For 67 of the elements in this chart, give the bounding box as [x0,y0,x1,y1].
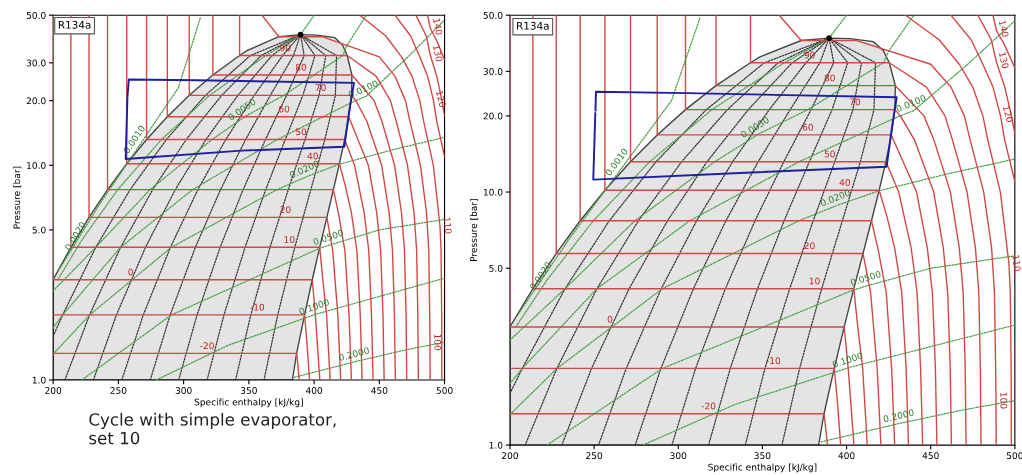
y-tick-label: 5.0 [32,226,46,234]
annotation: 10 [809,277,820,285]
annotation: 140 [998,20,1009,38]
annotation: 100 [1000,392,1008,409]
annotation: 80 [824,74,835,82]
x-tick-label: 300 [670,452,687,460]
annotation: 20 [804,242,815,250]
annotation: 0.0500 [850,270,882,286]
y-tick-label: 1.0 [32,376,46,384]
annotation: 50 [296,128,307,136]
y-tick-label: 10.0 [483,188,503,196]
annotation: 60 [278,105,290,113]
annotation: R134a [517,21,549,30]
y-tick-label: 1.0 [489,441,503,449]
annotation: 60 [802,123,813,131]
y-tick-label: 50.0 [483,11,503,19]
x-tick-label: 250 [586,452,603,460]
annotation: 70 [849,98,861,106]
y-tick-label: 30.0 [26,59,46,67]
annotation: 70 [315,84,326,92]
x-tick-label: 400 [838,452,855,460]
annotation: 0.2000 [883,408,915,423]
y-tick-label: 20.0 [483,112,503,120]
annotation: 20 [280,206,291,214]
text: Cycle with simple evaporator, set 10 [89,412,336,445]
x-tick-label: 400 [305,387,323,394]
x-tick-label: 350 [754,452,771,460]
x-tick-label: 450 [922,452,939,460]
annotation: 0 [128,268,133,276]
x-axis-title: Specific enthalpy [kJ/kg] [194,398,303,408]
y-tick-label: 10.0 [27,162,46,169]
x-tick-label: 500 [436,387,453,394]
x-tick-label: 500 [1006,452,1022,460]
annotation: 110 [443,217,452,234]
x-tick-label: 250 [110,387,127,394]
annotation: 130 [998,51,1009,69]
annotation: 10 [284,236,295,243]
y-tick-label: 20.0 [26,97,46,105]
annotation: 140 [432,18,443,35]
y-axis-title: Pressure [bar] [13,166,22,229]
annotation: 40 [307,152,318,160]
annotation: R134a [58,20,91,29]
annotation: 50 [824,150,835,158]
x-tick-label: 200 [502,452,518,460]
annotation: -10 [250,303,265,311]
annotation: 110 [1012,255,1021,272]
y-tick-label: 5.0 [489,264,503,272]
x-tick-label: 200 [45,387,62,394]
y-axis-title: Pressure [bar] [470,199,479,261]
annotation: -10 [766,357,781,365]
annotation: 0.0500 [312,229,344,246]
x-axis-title: Specific enthalpy [kJ/kg] [708,463,817,473]
annotation: 0.2000 [338,346,370,362]
annotation: 80 [295,63,307,71]
annotation: 120 [435,90,447,108]
annotation: 100 [434,334,442,351]
annotation: -20 [200,342,214,350]
annotation: 0 [607,315,613,323]
x-tick-label: 450 [371,387,388,394]
annotation: -20 [701,402,716,410]
annotation: 120 [1002,105,1014,123]
x-tick-label: 300 [175,387,192,394]
y-tick-label: 50.0 [26,11,46,19]
annotation: 130 [432,45,443,62]
annotation: 40 [839,179,851,186]
y-tick-label: 30.0 [483,68,503,75]
x-tick-label: 350 [240,387,257,394]
